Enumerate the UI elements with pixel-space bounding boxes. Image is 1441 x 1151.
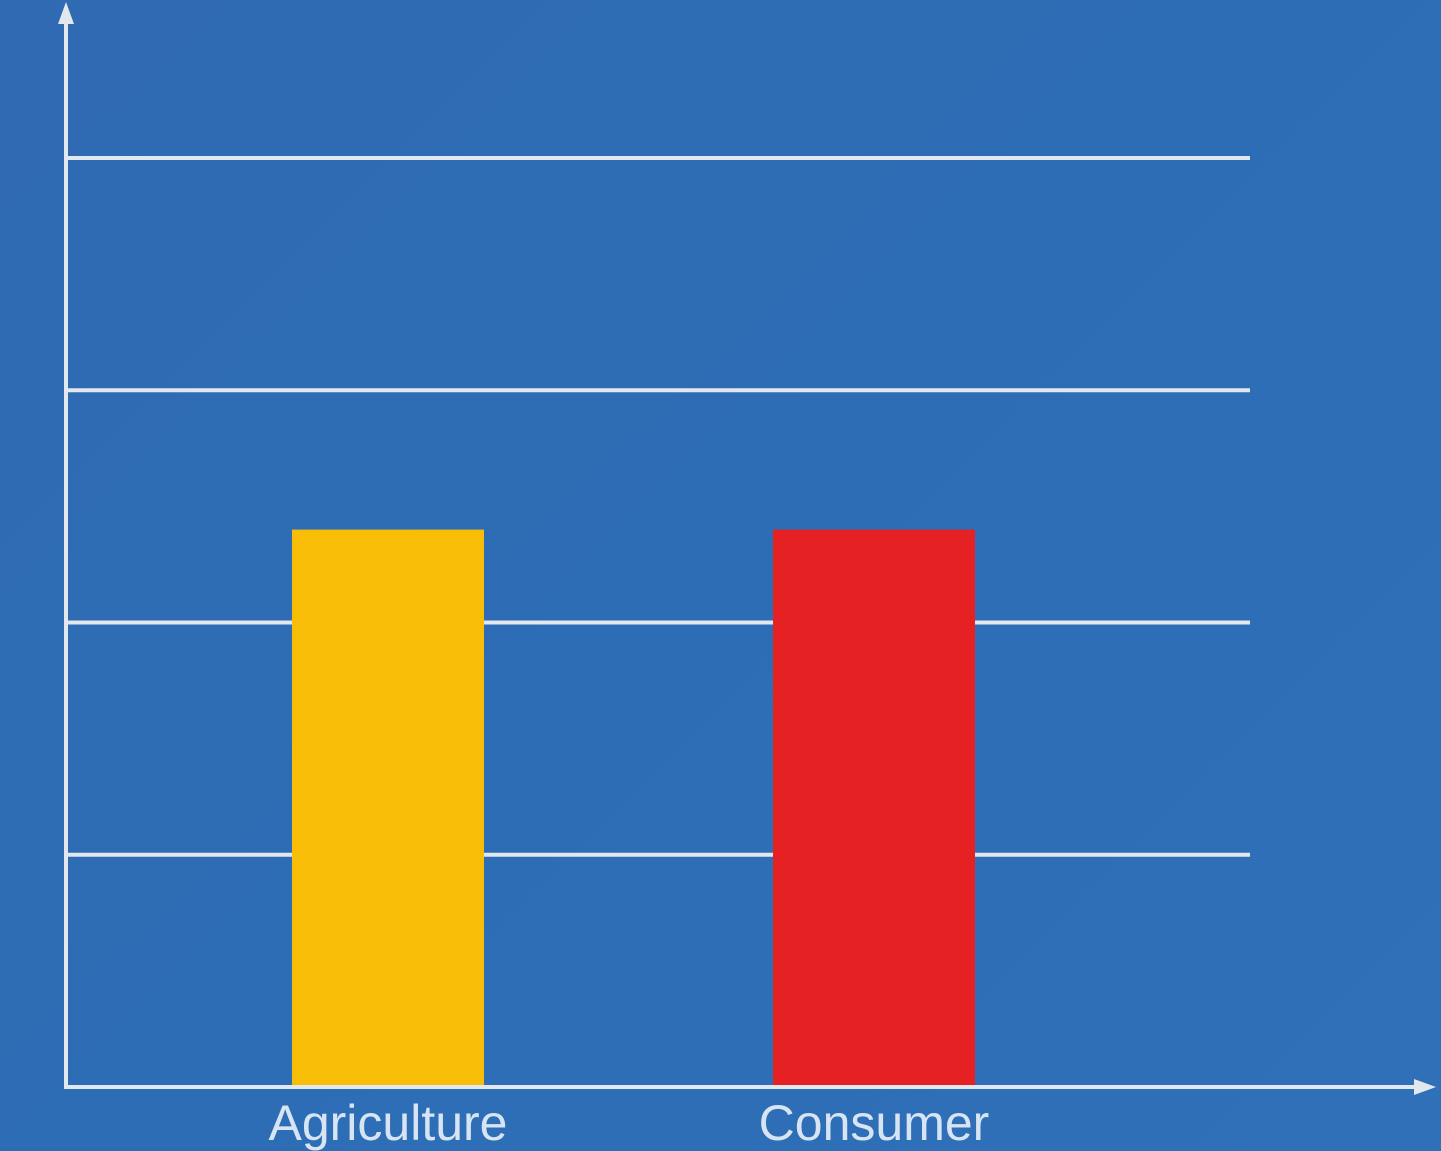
bar-agriculture: [292, 529, 484, 1087]
x-axis-arrow-icon: [1414, 1079, 1436, 1095]
bars: [292, 529, 975, 1087]
category-label: Agriculture: [269, 1095, 508, 1151]
category-label: Consumer: [759, 1095, 990, 1151]
axes: [58, 2, 1436, 1095]
y-axis-arrow-icon: [58, 2, 74, 24]
bar-consumer: [773, 529, 975, 1087]
category-labels: Agriculture Consumer: [269, 1095, 990, 1151]
gridlines: [66, 156, 1250, 857]
